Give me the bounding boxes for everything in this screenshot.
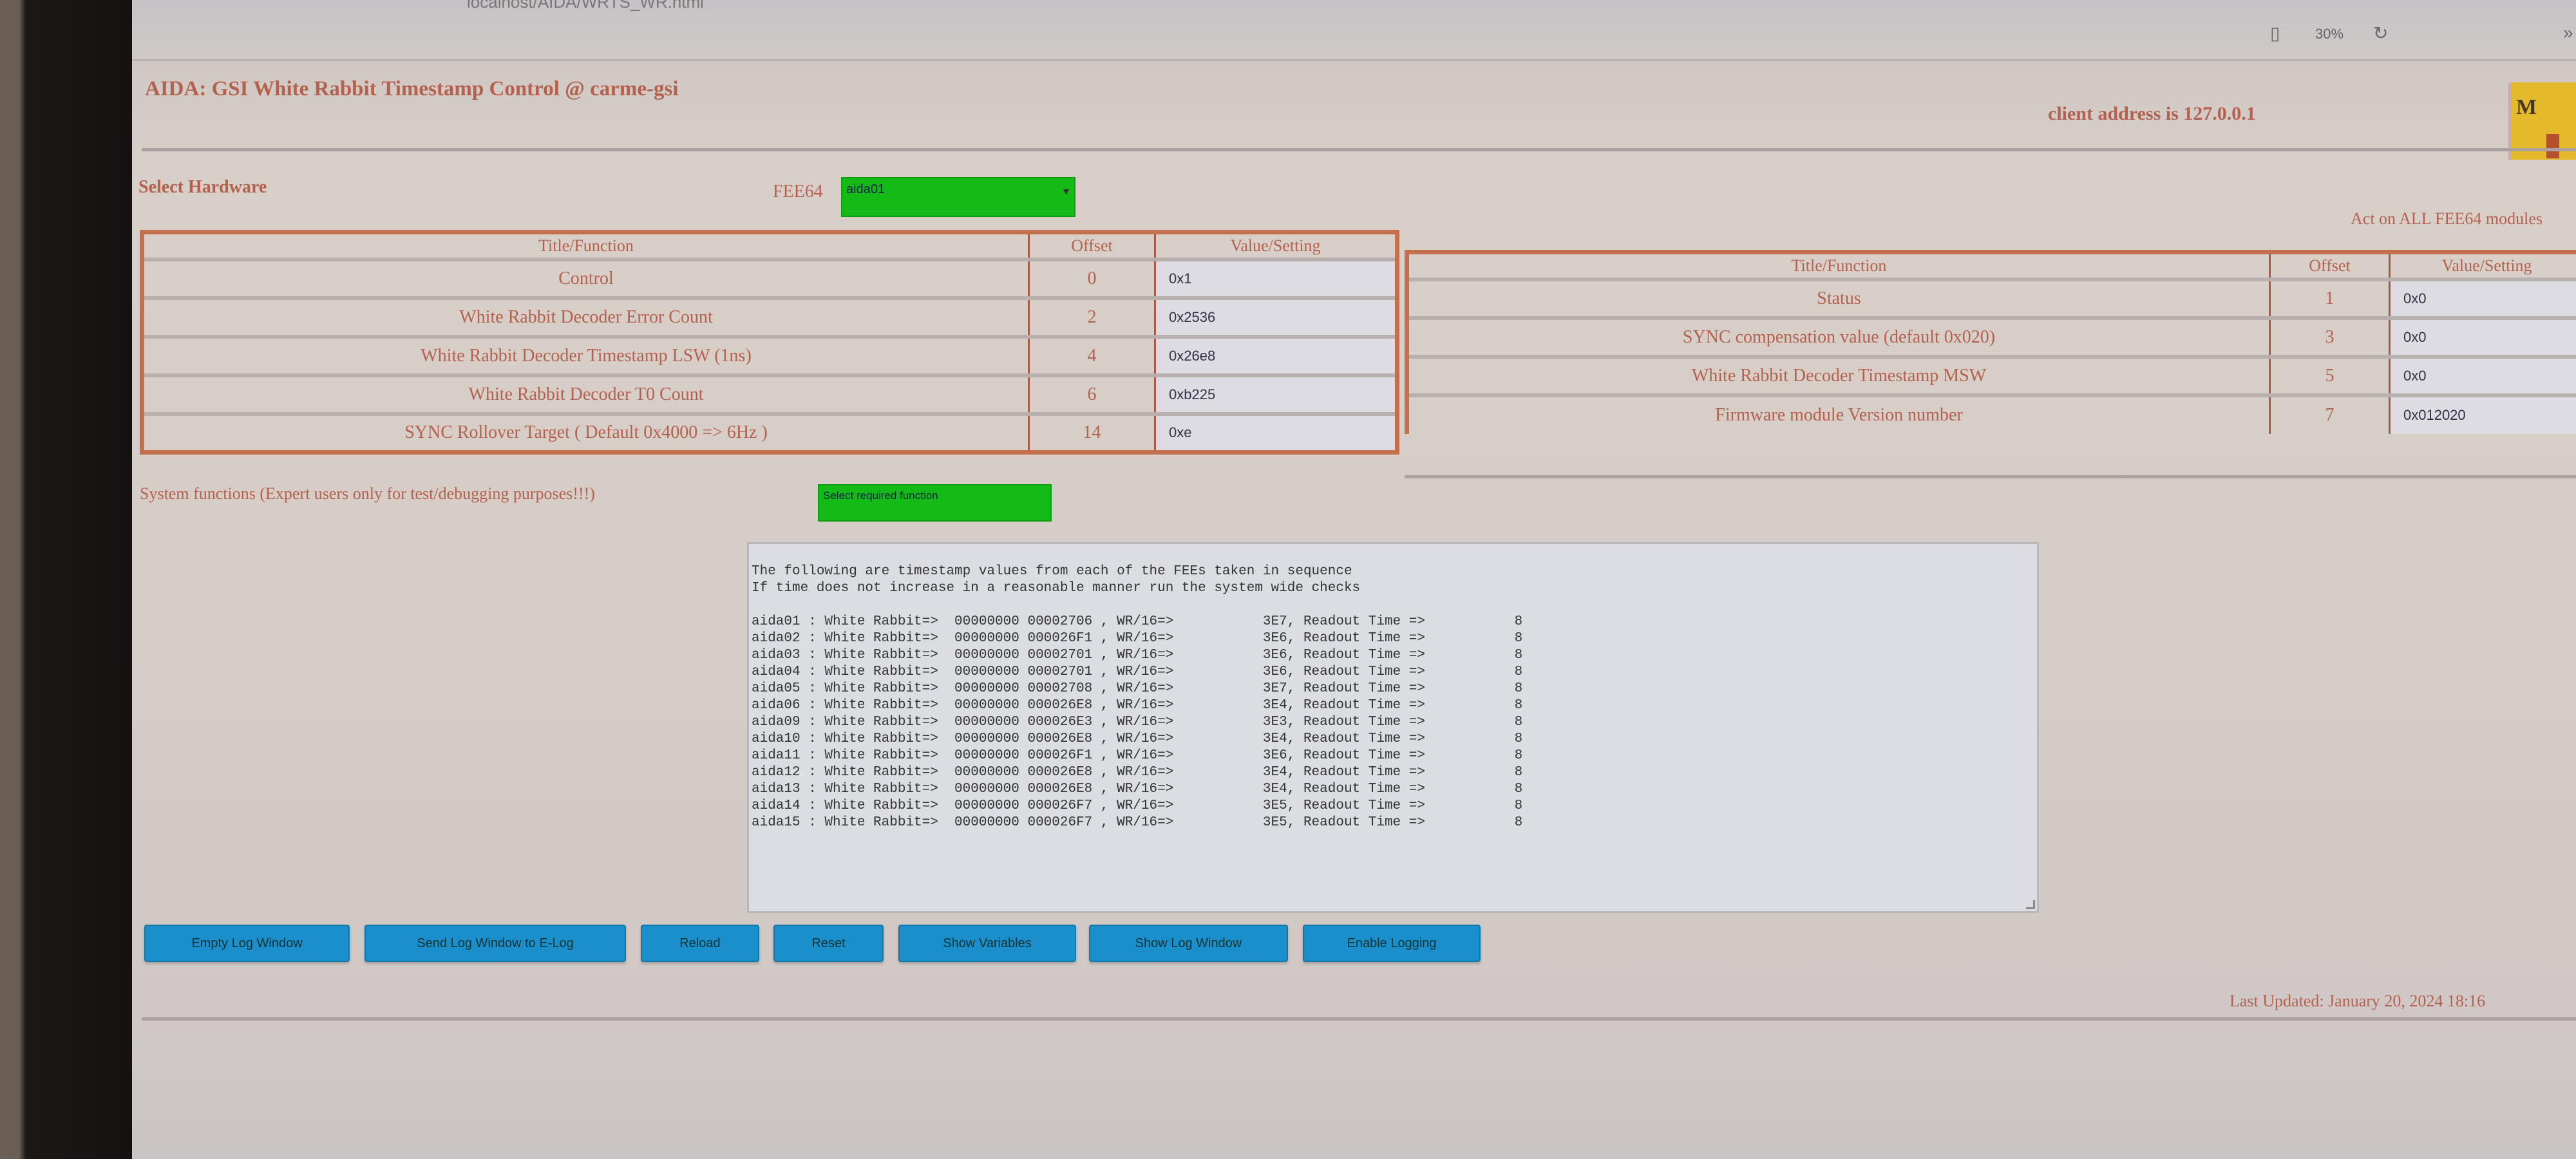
log-line: aida11 : White Rabbit=> 00000000 000026F… xyxy=(752,748,1523,763)
send-log-to-elog-button[interactable]: Send Log Window to E-Log xyxy=(365,925,626,962)
table-row: White Rabbit Decoder Error Count 2 0x2536 xyxy=(141,296,1397,337)
browser-toolbar: localhost/AIDA/WRTS_WR.html ▯ 30% ↻ » xyxy=(132,0,2576,61)
row-title: White Rabbit Decoder Error Count xyxy=(141,296,1029,337)
value-input[interactable]: 0x26e8 xyxy=(1154,334,1397,375)
header-title: Title/Function xyxy=(141,230,1029,259)
row-title: White Rabbit Decoder T0 Count xyxy=(141,373,1029,414)
divider xyxy=(142,1017,2576,1021)
last-updated: Last Updated: January 20, 2024 18:16 xyxy=(2230,992,2486,1010)
enable-logging-button[interactable]: Enable Logging xyxy=(1303,925,1481,962)
row-offset: 6 xyxy=(1028,373,1155,414)
left-register-table: Title/Function Offset Value/Setting Cont… xyxy=(140,230,1399,455)
act-on-all-label: Act on ALL FEE64 modules xyxy=(2351,209,2543,228)
row-title: White Rabbit Decoder Timestamp MSW xyxy=(1406,354,2270,395)
system-function-select-value: Select required function xyxy=(823,489,938,502)
reader-icon[interactable]: ▯ xyxy=(2270,23,2280,43)
table-row: White Rabbit Decoder Timestamp LSW (1ns)… xyxy=(141,334,1397,375)
show-log-window-button[interactable]: Show Log Window xyxy=(1089,925,1288,962)
table-row: Status 1 0x0 xyxy=(1406,277,2576,318)
row-offset: 3 xyxy=(2269,316,2390,357)
logo: M xyxy=(2508,82,2576,160)
log-line: aida14 : White Rabbit=> 00000000 000026F… xyxy=(752,798,1523,813)
system-function-select[interactable]: Select required function xyxy=(818,484,1052,522)
log-line: aida13 : White Rabbit=> 00000000 000026E… xyxy=(752,782,1523,796)
log-line: aida12 : White Rabbit=> 00000000 000026E… xyxy=(752,765,1523,780)
table-row: Control 0 0x1 xyxy=(141,257,1397,298)
right-register-table: Title/Function Offset Value/Setting Stat… xyxy=(1405,250,2576,434)
row-title: Firmware module Version number xyxy=(1406,393,2270,434)
table-row: White Rabbit Decoder T0 Count 6 0xb225 xyxy=(141,373,1397,414)
log-line: aida05 : White Rabbit=> 00000000 0000270… xyxy=(752,681,1523,696)
header-value: Value/Setting xyxy=(1154,230,1397,259)
row-offset: 0 xyxy=(1028,257,1155,298)
show-variables-button[interactable]: Show Variables xyxy=(898,925,1076,962)
fee-label: FEE64 xyxy=(773,182,823,202)
reload-icon[interactable]: ↻ xyxy=(2373,23,2389,43)
table-row: Firmware module Version number 7 0x012020 xyxy=(1406,393,2576,434)
value-input[interactable]: 0x0 xyxy=(2389,316,2576,357)
header-offset: Offset xyxy=(1028,230,1155,259)
row-title: Status xyxy=(1406,277,2270,318)
log-line: aida02 : White Rabbit=> 00000000 000026F… xyxy=(752,631,1523,646)
log-intro-line: The following are timestamp values from … xyxy=(752,564,1352,579)
table-row: SYNC Rollover Target ( Default 0x4000 =>… xyxy=(141,411,1397,453)
row-offset: 4 xyxy=(1028,334,1155,375)
select-hardware-label: Select Hardware xyxy=(138,177,267,197)
log-line: aida03 : White Rabbit=> 00000000 0000270… xyxy=(752,648,1523,663)
zoom-level[interactable]: 30% xyxy=(2315,26,2344,42)
table-row: SYNC compensation value (default 0x020) 3… xyxy=(1406,316,2576,357)
resize-handle[interactable] xyxy=(2026,900,2035,909)
log-line: aida01 : White Rabbit=> 00000000 0000270… xyxy=(752,614,1523,629)
log-intro-line: If time does not increase in a reasonabl… xyxy=(752,581,1361,596)
value-input[interactable]: 0x0 xyxy=(2389,354,2576,395)
system-functions-label: System functions (Expert users only for … xyxy=(140,484,595,503)
header-title: Title/Function xyxy=(1406,250,2270,279)
reset-button[interactable]: Reset xyxy=(773,925,884,962)
row-offset: 14 xyxy=(1028,411,1155,453)
log-line: aida09 : White Rabbit=> 00000000 000026E… xyxy=(752,715,1523,730)
value-input[interactable]: 0x2536 xyxy=(1154,296,1397,337)
log-line: aida04 : White Rabbit=> 00000000 0000270… xyxy=(752,664,1523,679)
divider xyxy=(142,148,2576,151)
row-title: Control xyxy=(141,257,1029,298)
divider xyxy=(1405,475,2576,478)
row-title: SYNC Rollover Target ( Default 0x4000 =>… xyxy=(141,411,1029,453)
row-offset: 5 xyxy=(2269,354,2390,395)
row-title: SYNC compensation value (default 0x020) xyxy=(1406,316,2270,357)
client-address: client address is 127.0.0.1 xyxy=(2048,103,2256,124)
value-input[interactable]: 0xe xyxy=(1154,411,1397,453)
chevron-down-icon: ▾ xyxy=(1063,185,1069,198)
fee-select[interactable]: aida01 ▾ xyxy=(841,177,1075,217)
log-line: aida06 : White Rabbit=> 00000000 000026E… xyxy=(752,698,1523,713)
log-line: aida10 : White Rabbit=> 00000000 000026E… xyxy=(752,731,1523,746)
value-input[interactable]: 0x0 xyxy=(2389,277,2576,318)
empty-log-window-button[interactable]: Empty Log Window xyxy=(144,925,350,962)
log-window[interactable]: The following are timestamp values from … xyxy=(747,542,2039,913)
value-input[interactable]: 0xb225 xyxy=(1154,373,1397,414)
reload-button[interactable]: Reload xyxy=(641,925,759,962)
monitor-bezel xyxy=(0,0,132,1159)
value-input[interactable]: 0x012020 xyxy=(2389,393,2576,434)
header-value: Value/Setting xyxy=(2389,250,2576,279)
overflow-icon[interactable]: » xyxy=(2563,23,2573,42)
log-line: aida15 : White Rabbit=> 00000000 000026F… xyxy=(752,815,1523,830)
row-title: White Rabbit Decoder Timestamp LSW (1ns) xyxy=(141,334,1029,375)
page-title: AIDA: GSI White Rabbit Timestamp Control… xyxy=(145,77,679,100)
value-input[interactable]: 0x1 xyxy=(1154,257,1397,298)
row-offset: 7 xyxy=(2269,393,2390,434)
fee-select-value: aida01 xyxy=(846,182,886,196)
address-bar[interactable]: localhost/AIDA/WRTS_WR.html xyxy=(467,0,704,12)
browser-window: localhost/AIDA/WRTS_WR.html ▯ 30% ↻ » AI… xyxy=(132,0,2576,1159)
row-offset: 1 xyxy=(2269,277,2390,318)
header-offset: Offset xyxy=(2269,250,2390,279)
table-row: White Rabbit Decoder Timestamp MSW 5 0x0 xyxy=(1406,354,2576,395)
row-offset: 2 xyxy=(1028,296,1155,337)
